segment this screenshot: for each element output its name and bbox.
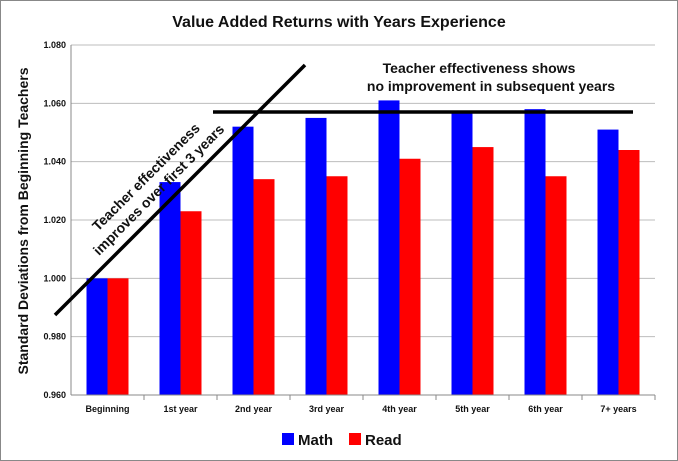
plateau-annotation-line-2: no improvement in subsequent years bbox=[367, 78, 615, 94]
y-tick-label: 0.980 bbox=[43, 332, 66, 342]
bar-math-2 bbox=[232, 126, 254, 396]
bar-math-1 bbox=[159, 182, 181, 395]
bar-math-4 bbox=[378, 100, 400, 396]
y-tick-labels: 0.960 0.980 1.000 1.020 1.040 1.060 1.080 bbox=[43, 40, 66, 400]
x-tick-label: 7+ years bbox=[600, 404, 636, 414]
bar-math-6 bbox=[524, 109, 546, 396]
rising-annotation: Teacher effectiveness improves over firs… bbox=[89, 120, 228, 259]
bar-read-5 bbox=[472, 147, 494, 395]
y-tick-label: 1.080 bbox=[43, 40, 66, 50]
x-tick-labels: Beginning 1st year 2nd year 3rd year 4th yea… bbox=[86, 404, 637, 414]
bar-read-3 bbox=[326, 176, 348, 395]
plateau-annotation-line-1: Teacher effectiveness shows bbox=[383, 60, 576, 76]
legend-label-read: Read bbox=[365, 432, 402, 449]
grid-layer bbox=[71, 44, 655, 396]
bar-math-5 bbox=[451, 112, 473, 395]
legend: Math Read bbox=[282, 432, 402, 449]
bar-read-0 bbox=[107, 278, 129, 395]
bars-layer bbox=[86, 100, 640, 396]
legend-swatch-math bbox=[282, 433, 294, 445]
bar-read-2 bbox=[253, 179, 275, 395]
y-tick-label: 1.000 bbox=[43, 273, 66, 283]
chart-title: Value Added Returns with Years Experienc… bbox=[172, 14, 506, 31]
x-tick-label: 6th year bbox=[528, 404, 563, 414]
rising-trend-line bbox=[53, 63, 307, 317]
y-tick-label: 1.060 bbox=[43, 98, 66, 108]
legend-label-math: Math bbox=[298, 432, 333, 449]
bar-read-1 bbox=[180, 211, 202, 395]
bar-read-4 bbox=[399, 158, 421, 395]
bar-read-7 bbox=[618, 150, 640, 395]
y-tick-label: 1.020 bbox=[43, 215, 66, 225]
bar-math-3 bbox=[305, 117, 327, 396]
y-tick-label: 1.040 bbox=[43, 157, 66, 167]
x-tick-label: Beginning bbox=[86, 404, 130, 414]
rising-annotation-line-2: improves over first 3 years bbox=[90, 121, 227, 258]
x-tick-label: 3rd year bbox=[309, 404, 345, 414]
x-tick-label: 1st year bbox=[163, 404, 198, 414]
legend-swatch-read bbox=[349, 433, 361, 445]
bar-math-7 bbox=[597, 129, 619, 396]
bar-math-0 bbox=[86, 278, 108, 395]
x-tick-label: 4th year bbox=[382, 404, 417, 414]
y-tick-label: 0.960 bbox=[43, 390, 66, 400]
bar-read-6 bbox=[545, 176, 567, 395]
x-tick-label: 5th year bbox=[455, 404, 490, 414]
y-axis-label: Standard Deviations from Beginning Teach… bbox=[15, 67, 31, 374]
axis-layer bbox=[70, 45, 656, 400]
x-tick-label: 2nd year bbox=[235, 404, 273, 414]
